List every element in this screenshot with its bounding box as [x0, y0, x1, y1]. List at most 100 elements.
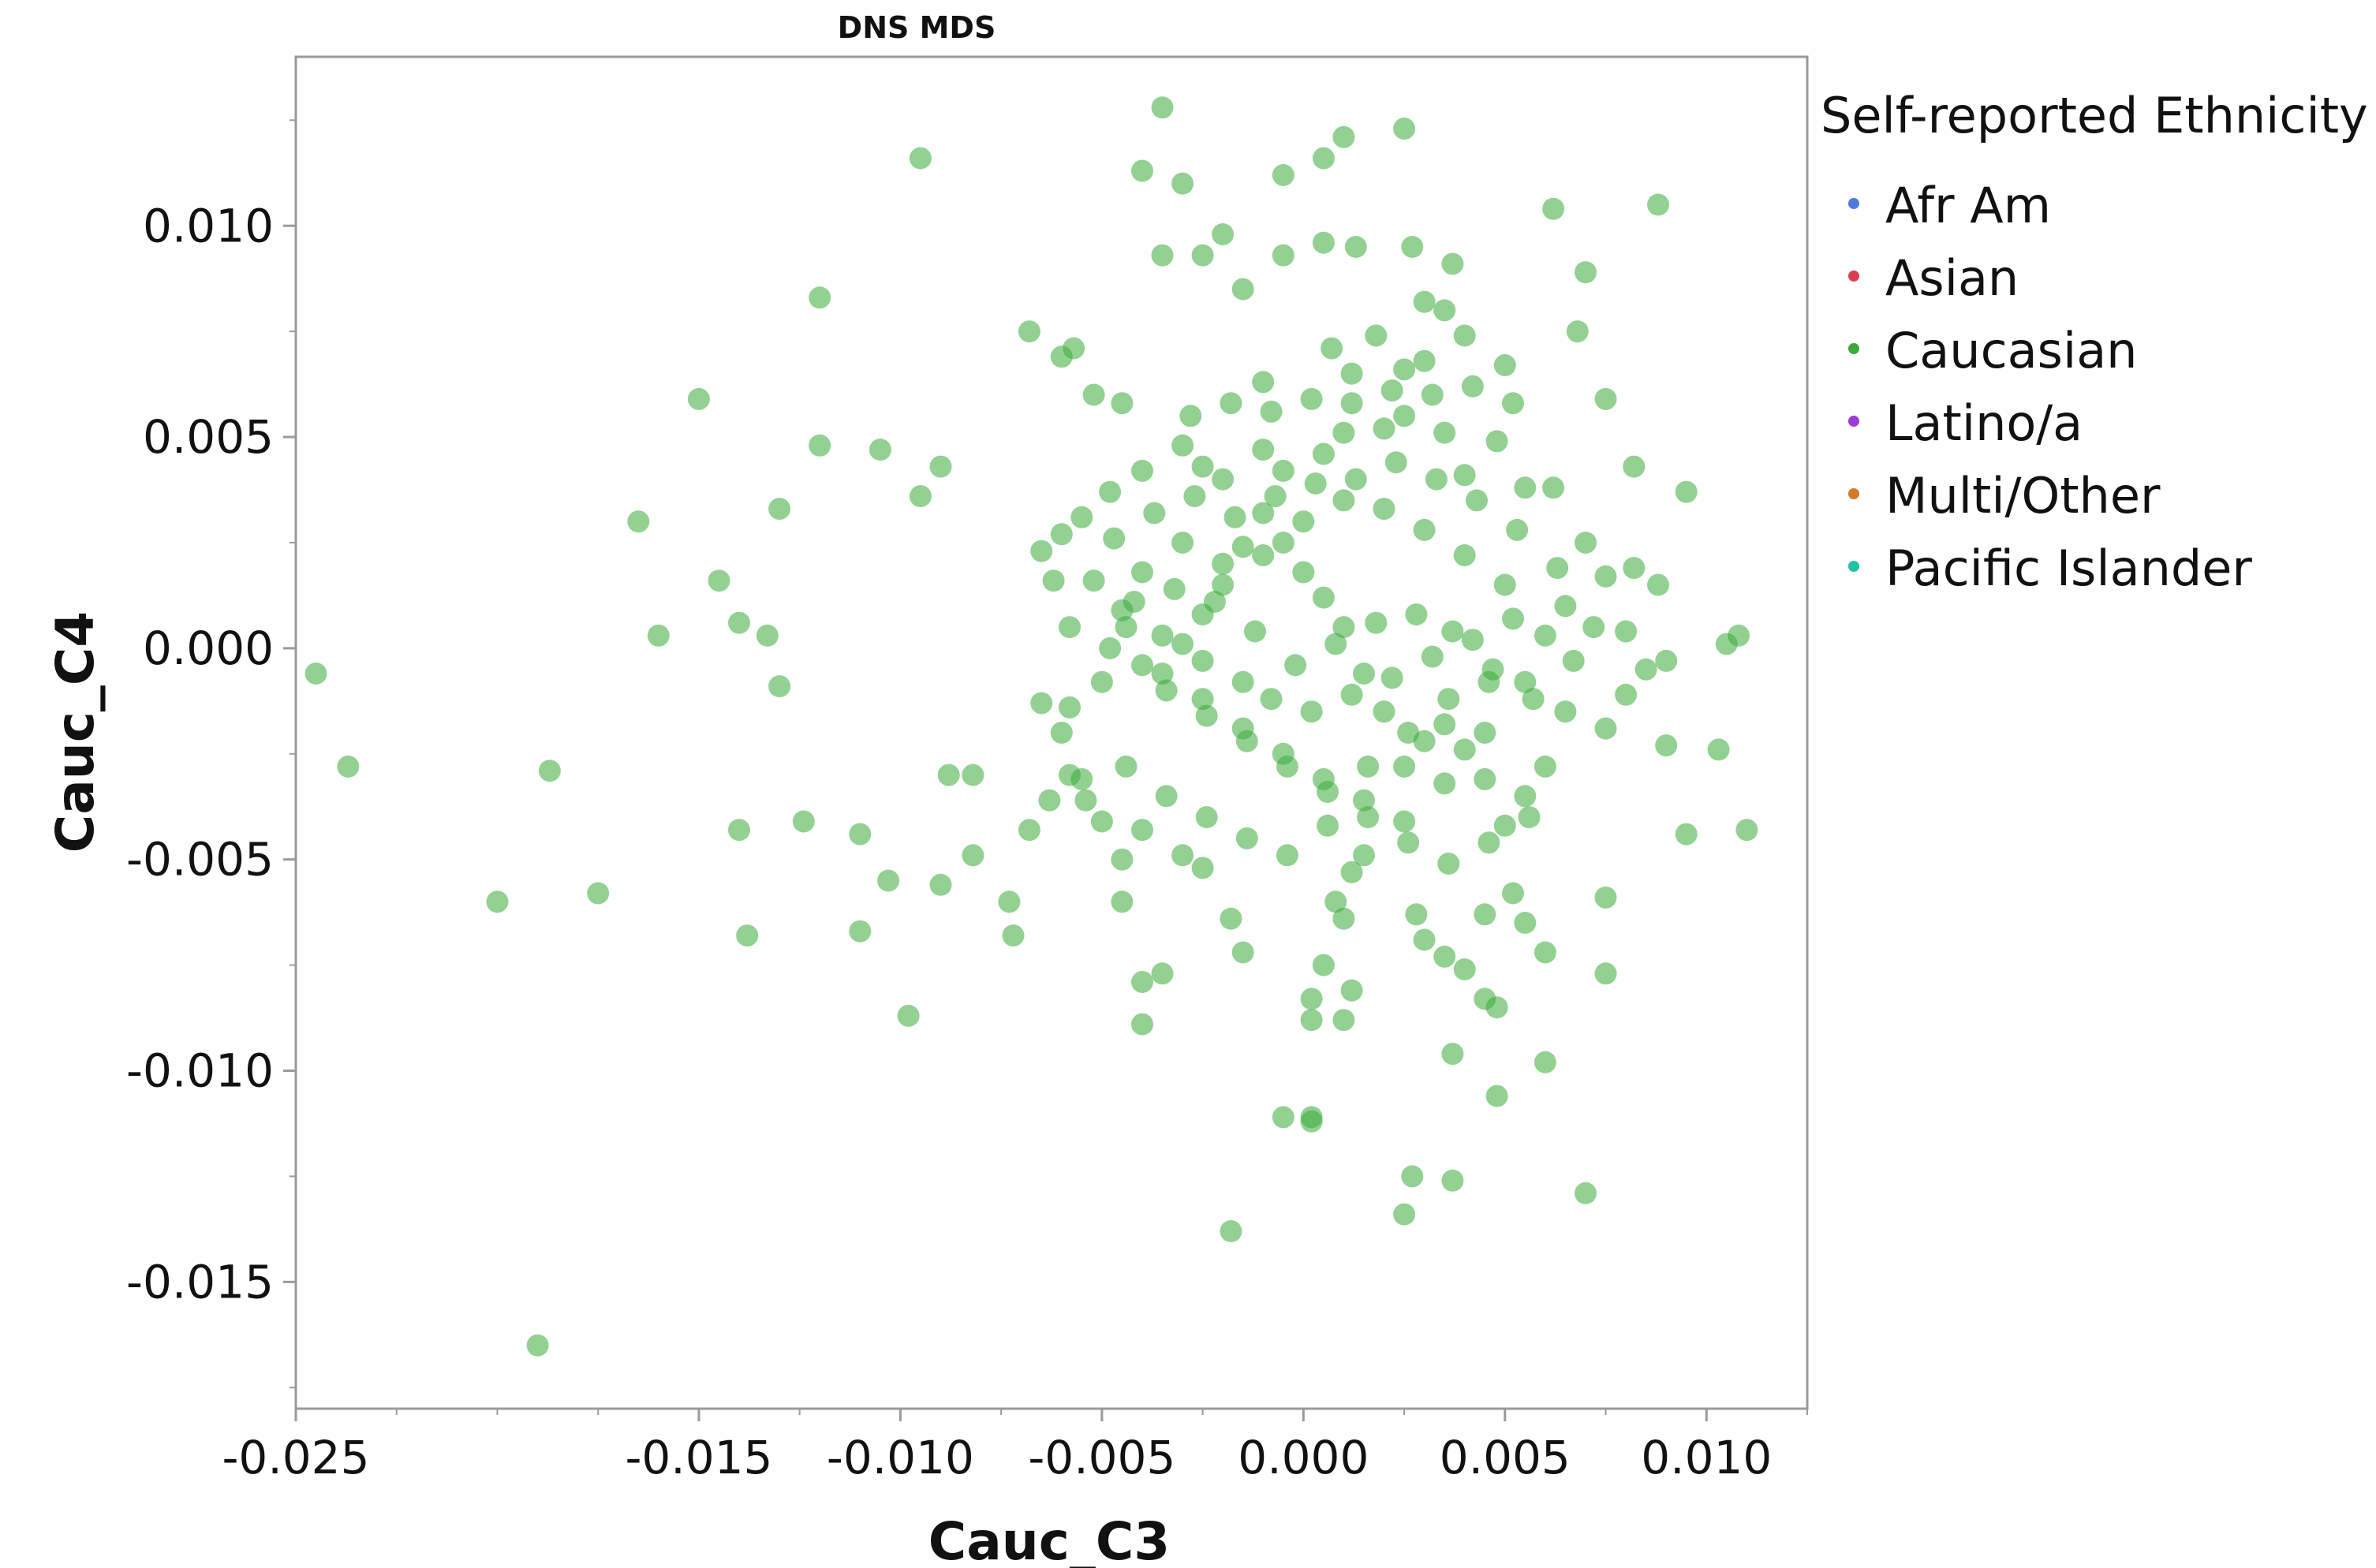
- data-point: [1421, 645, 1444, 668]
- data-point: [1191, 455, 1214, 478]
- data-point: [1235, 827, 1258, 849]
- data-point: [768, 498, 791, 521]
- data-point: [1059, 696, 1081, 719]
- data-point: [1300, 387, 1323, 410]
- data-point: [1018, 320, 1040, 343]
- data-point: [1647, 573, 1669, 596]
- data-point: [1304, 472, 1327, 495]
- legend-marker: [1848, 488, 1859, 499]
- data-point: [1123, 591, 1145, 613]
- y-tick-label: 0.000: [143, 622, 274, 675]
- x-tick-label: 0.000: [1238, 1431, 1369, 1484]
- data-point: [1090, 670, 1113, 693]
- data-point: [1493, 814, 1516, 837]
- data-point: [1131, 561, 1153, 584]
- data-point: [728, 611, 750, 634]
- chart-title: DNS MDS: [838, 10, 996, 45]
- data-point: [1393, 118, 1416, 140]
- data-point: [1542, 197, 1565, 220]
- data-point: [1317, 814, 1339, 837]
- data-point: [962, 844, 984, 867]
- data-point: [1735, 819, 1758, 842]
- data-point: [1453, 544, 1476, 566]
- data-point: [1082, 569, 1105, 592]
- data-point: [1317, 781, 1339, 803]
- data-point: [647, 624, 670, 647]
- x-tick-label: -0.015: [625, 1431, 772, 1484]
- data-point: [1312, 147, 1335, 170]
- data-point: [1321, 337, 1343, 360]
- data-point: [1272, 459, 1294, 482]
- data-point: [1155, 785, 1178, 808]
- data-point: [1433, 945, 1456, 968]
- data-point: [1373, 700, 1395, 723]
- data-point: [1478, 670, 1500, 693]
- data-point: [587, 882, 610, 905]
- data-point: [1300, 1110, 1323, 1133]
- data-point: [962, 763, 984, 786]
- data-point: [1353, 789, 1375, 812]
- data-point: [1143, 502, 1166, 525]
- legend-item-label: Multi/Other: [1885, 467, 2161, 525]
- data-point: [1393, 1203, 1416, 1226]
- data-point: [1171, 844, 1194, 867]
- data-point: [1131, 654, 1153, 677]
- data-point: [1332, 421, 1355, 444]
- data-point: [1433, 421, 1456, 444]
- data-point: [1030, 692, 1053, 715]
- data-point: [877, 869, 900, 892]
- data-point: [1582, 616, 1605, 639]
- data-point: [1231, 941, 1254, 964]
- y-axis: 0.010 0.005 0.000 -0.005 -0.010 -0.015: [126, 57, 297, 1409]
- data-point: [1272, 1106, 1294, 1129]
- data-point: [1353, 844, 1375, 867]
- y-axis-title: Cauc_C4: [45, 611, 106, 853]
- data-point: [1111, 392, 1134, 415]
- data-point: [1474, 767, 1496, 790]
- data-point: [627, 510, 650, 533]
- data-point: [1312, 954, 1335, 976]
- data-point: [1332, 1009, 1355, 1032]
- data-point: [1042, 569, 1065, 592]
- data-point: [792, 810, 815, 833]
- data-point: [1220, 392, 1242, 415]
- data-point: [1223, 506, 1246, 528]
- data-point: [1393, 810, 1416, 833]
- data-point: [1534, 1051, 1556, 1073]
- data-point: [1070, 767, 1093, 790]
- data-point: [1171, 532, 1194, 554]
- data-point: [1272, 532, 1294, 554]
- data-point: [1634, 658, 1657, 681]
- legend-item-label: Pacific Islander: [1885, 539, 2252, 597]
- legend-marker: [1848, 416, 1859, 427]
- data-point: [869, 439, 891, 461]
- data-point: [1502, 882, 1524, 905]
- data-point: [1183, 485, 1206, 508]
- data-point: [1554, 595, 1577, 618]
- data-point: [1312, 442, 1335, 465]
- data-point: [1212, 223, 1235, 245]
- data-point: [1522, 688, 1545, 711]
- data-point: [1131, 159, 1153, 182]
- x-tick-label: -0.025: [222, 1431, 370, 1484]
- data-point: [1344, 236, 1367, 258]
- data-point: [1340, 683, 1363, 706]
- data-point: [1292, 510, 1315, 533]
- legend-marker: [1848, 271, 1859, 282]
- data-point: [1655, 734, 1678, 757]
- y-tick-label: -0.005: [126, 833, 274, 887]
- data-point: [1405, 603, 1428, 625]
- data-point: [1231, 670, 1254, 693]
- data-point: [1623, 455, 1646, 478]
- data-point: [1030, 539, 1053, 562]
- data-point: [687, 387, 710, 410]
- data-point: [1324, 890, 1347, 913]
- data-point: [1284, 654, 1307, 677]
- data-point: [1594, 962, 1617, 985]
- data-point: [1272, 244, 1294, 267]
- data-point: [809, 434, 831, 457]
- data-point: [849, 823, 872, 846]
- x-tick-label: -0.005: [1028, 1431, 1175, 1484]
- data-point: [768, 675, 791, 698]
- data-point: [929, 873, 952, 896]
